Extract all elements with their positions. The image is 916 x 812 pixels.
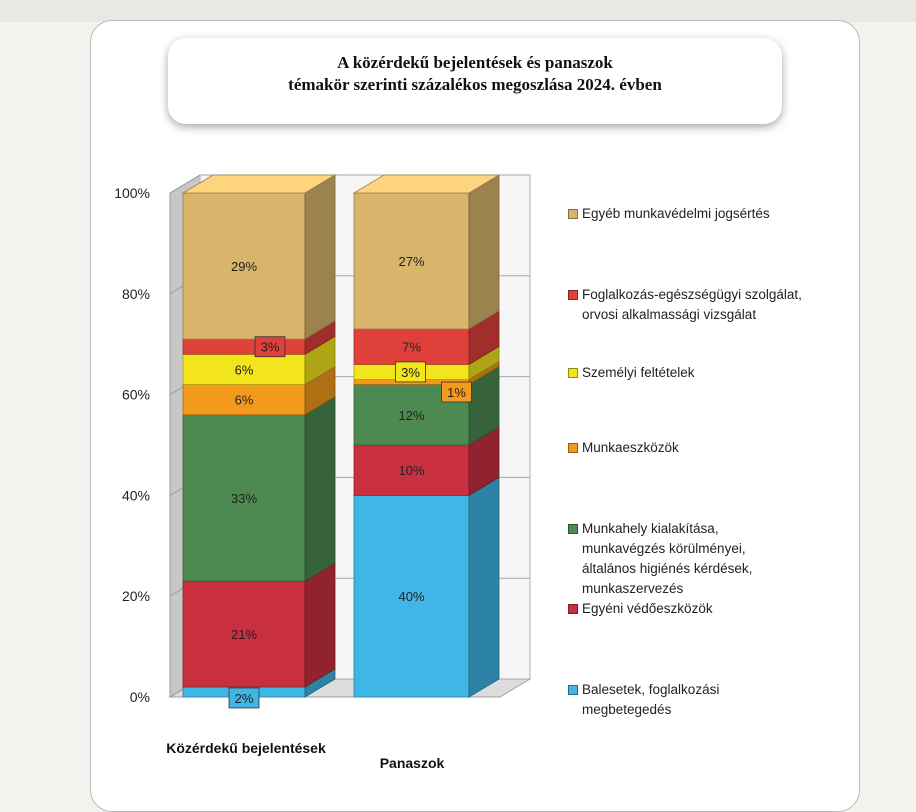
legend-item: Egyéni védőeszközök: [568, 599, 713, 619]
chart-title-line-2: témakör szerinti százalékos megoszlása 2…: [288, 75, 662, 94]
chart-title-box: A közérdekű bejelentések és panaszok tém…: [168, 38, 782, 124]
legend-item: Egyéb munkavédelmi jogsértés: [568, 204, 770, 224]
data-label: 7%: [402, 340, 421, 355]
bar-segment-top: [352, 174, 501, 194]
legend-swatch: [568, 685, 578, 695]
data-label: 33%: [231, 491, 257, 506]
bar-segment-side: [468, 174, 500, 330]
data-label: 40%: [398, 589, 424, 604]
stacked-bar-chart: 0% 20% 40% 60% 80% 100% 2% 21% 33% 6% 6% 3% 29% 40% 10…: [114, 174, 532, 771]
gridline-side: [169, 174, 201, 194]
data-label: 3%: [261, 340, 280, 355]
data-label-box: [254, 336, 286, 358]
legend-label: Balesetek, foglalkozási megbetegedés: [582, 682, 720, 717]
data-label: 3%: [401, 365, 420, 380]
legend-item: Balesetek, foglalkozási megbetegedés: [568, 680, 719, 720]
legend-swatch: [568, 604, 578, 614]
legend-item: Munkaeszközök: [568, 438, 679, 458]
data-label-box: [395, 361, 426, 383]
legend-label: Egyéni védőeszközök: [582, 601, 713, 616]
legend-item: Foglalkozás-egészségügyi szolgálat, orvos…: [568, 285, 802, 325]
data-label: 29%: [231, 259, 257, 274]
data-label: 12%: [398, 408, 424, 423]
legend-swatch: [568, 524, 578, 534]
y-tick-label: 80%: [122, 286, 150, 302]
data-label-box: [441, 381, 472, 403]
data-label: 21%: [231, 627, 257, 642]
legend-swatch: [568, 443, 578, 453]
legend-label: Munkahely kialakítása, munkavégzés körülm…: [582, 521, 753, 596]
y-tick-label: 40%: [122, 487, 150, 503]
legend-label: Foglalkozás-egészségügyi szolgálat, orvos…: [582, 287, 802, 322]
scan-background-top: [0, 0, 916, 22]
bar-segment-front: [182, 338, 306, 355]
legend-swatch: [568, 290, 578, 300]
data-label: 6%: [235, 362, 254, 377]
data-label: 27%: [398, 254, 424, 269]
y-tick-label: 60%: [122, 387, 150, 403]
legend-label: Egyéb munkavédelmi jogsértés: [582, 206, 770, 221]
legend-label: Személyi feltételek: [582, 365, 695, 380]
data-label: 1%: [447, 385, 466, 400]
legend-item: Személyi feltételek: [568, 363, 695, 383]
bar-segment-side: [304, 396, 336, 582]
y-tick-label: 100%: [114, 185, 150, 201]
category-label: Panaszok: [380, 755, 445, 771]
bar-segment-side: [304, 174, 336, 340]
y-tick-label: 20%: [122, 588, 150, 604]
legend-swatch: [568, 368, 578, 378]
bar-segment-side: [304, 562, 336, 688]
legend-swatch: [568, 209, 578, 219]
bar-segment-top: [181, 174, 337, 194]
bar-segment-side: [468, 476, 500, 698]
data-label: 2%: [235, 691, 254, 706]
chart-title-line-1: A közérdekű bejelentések és panaszok: [337, 53, 613, 72]
legend-item: Munkahely kialakítása, munkavégzés körülm…: [568, 519, 752, 599]
data-label-box: [228, 687, 260, 709]
legend-label: Munkaeszközök: [582, 440, 679, 455]
category-label: Közérdekű bejelentések: [166, 740, 326, 756]
chart-legend: Egyéb munkavédelmi jogsértés Foglalkozás-…: [568, 0, 848, 788]
data-label: 6%: [235, 393, 254, 408]
y-tick-label: 0%: [130, 689, 150, 705]
data-label: 10%: [398, 463, 424, 478]
